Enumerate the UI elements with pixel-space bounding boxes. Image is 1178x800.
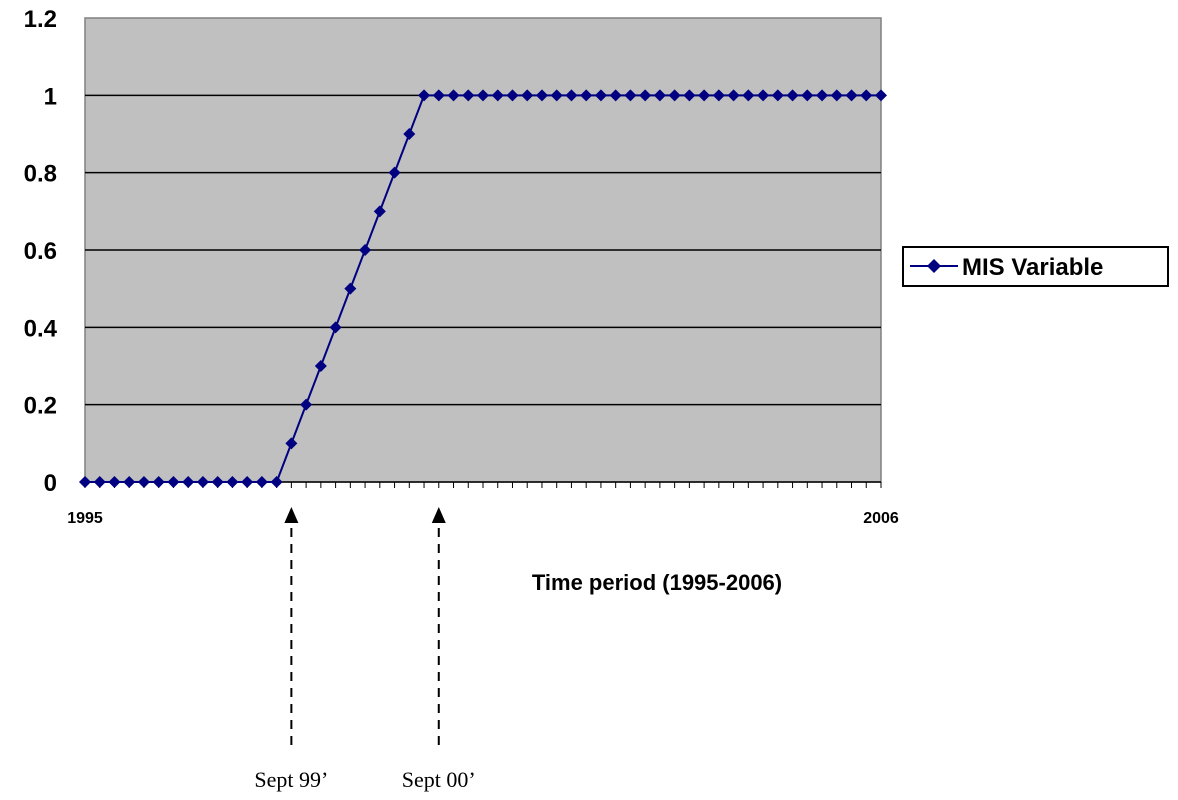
legend-box	[902, 246, 1169, 287]
y-tick-label: 0	[44, 470, 57, 497]
data-point	[388, 166, 401, 179]
data-point	[624, 89, 637, 102]
data-point	[447, 89, 460, 102]
data-point	[211, 476, 224, 488]
annotation-arrow-head	[431, 507, 446, 523]
data-point	[462, 89, 475, 102]
data-point	[108, 476, 121, 488]
data-point	[594, 89, 607, 102]
y-tick-label: 0.2	[24, 393, 57, 420]
data-point	[801, 89, 814, 102]
data-point	[344, 282, 357, 295]
x-tick-label: 1995	[67, 510, 103, 527]
data-point	[285, 437, 298, 450]
annotation-label: Sept 00’	[402, 767, 476, 792]
y-tick-label: 1	[44, 83, 57, 110]
data-point	[270, 476, 283, 488]
annotations: Sept 99’ Sept 00’	[254, 507, 476, 792]
data-point	[300, 398, 313, 411]
data-point	[535, 89, 548, 102]
data-point	[875, 89, 887, 102]
data-point	[432, 89, 445, 102]
legend-marker	[927, 259, 941, 273]
data-point	[653, 89, 666, 102]
data-point	[182, 476, 195, 488]
data-point	[727, 89, 740, 102]
data-point	[123, 476, 136, 488]
data-point	[241, 476, 254, 488]
data-point	[683, 89, 696, 102]
series-markers	[79, 89, 887, 488]
data-point	[137, 476, 150, 488]
data-point	[314, 360, 327, 372]
data-point	[477, 89, 489, 102]
data-point	[639, 89, 652, 102]
y-tick-label: 1.2	[24, 6, 57, 33]
data-point	[565, 89, 578, 102]
data-point	[860, 89, 873, 102]
data-point	[742, 89, 755, 102]
data-point	[712, 89, 725, 102]
data-point	[550, 89, 563, 102]
legend: MIS Variable	[902, 246, 1169, 287]
data-point	[79, 476, 91, 488]
y-tick-label: 0.4	[24, 315, 58, 342]
legend-label: MIS Variable	[962, 254, 1103, 281]
data-point	[580, 89, 593, 102]
data-point	[329, 321, 342, 334]
data-point	[152, 476, 165, 488]
data-point	[816, 89, 829, 102]
data-point	[771, 89, 784, 102]
data-point	[521, 89, 534, 102]
data-point	[830, 89, 843, 102]
data-point	[668, 89, 681, 102]
data-point	[373, 205, 386, 218]
data-point	[226, 476, 239, 488]
data-point	[167, 476, 180, 488]
data-point	[93, 476, 106, 488]
data-point	[418, 89, 431, 102]
annotation-label: Sept 99’	[254, 767, 328, 792]
x-axis-title: Time period (1995-2006)	[532, 570, 782, 595]
data-point	[786, 89, 799, 102]
x-tick-label: 2006	[863, 510, 899, 527]
data-point	[491, 89, 504, 102]
data-point	[196, 476, 209, 488]
y-tick-label: 0.6	[24, 238, 57, 265]
data-point	[757, 89, 770, 102]
x-axis-tick-labels: 1995 2006	[67, 510, 899, 527]
data-point	[698, 89, 711, 102]
data-point	[845, 89, 858, 102]
annotation-arrow-head	[284, 507, 299, 523]
data-point	[403, 128, 416, 140]
y-axis-tick-labels: 0 0.2 0.4 0.6 0.8 1 1.2	[24, 6, 58, 497]
y-tick-label: 0.8	[24, 161, 57, 188]
data-point	[609, 89, 622, 102]
data-point	[506, 89, 519, 102]
data-point	[359, 244, 372, 256]
data-point	[255, 476, 268, 488]
